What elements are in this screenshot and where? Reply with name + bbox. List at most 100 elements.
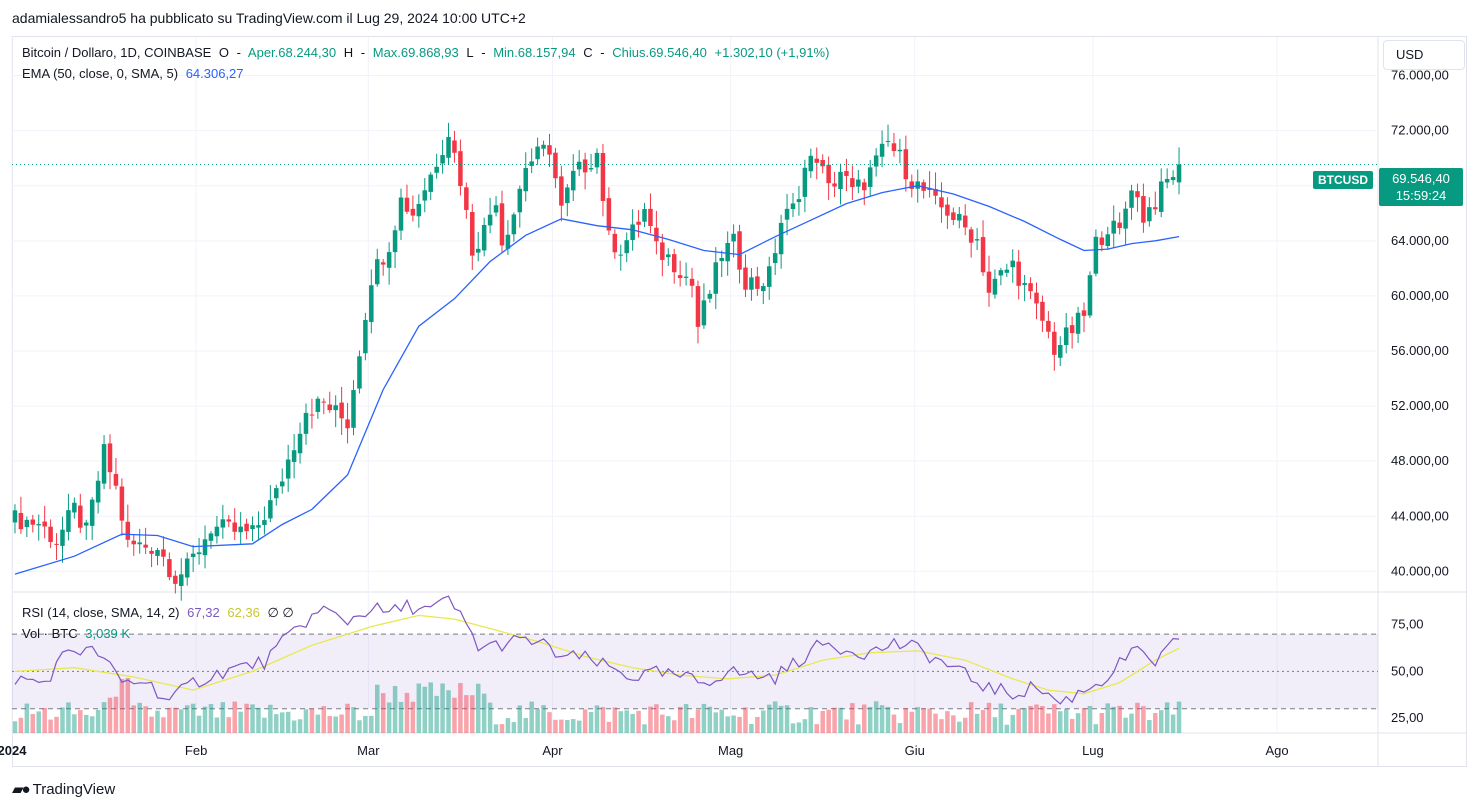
candle: [113, 473, 119, 486]
volume-bar: [897, 723, 903, 733]
legend-low-label: L: [466, 45, 474, 60]
candle: [624, 240, 629, 254]
volume-bar: [1081, 708, 1087, 733]
time-tick-label: Lug: [1082, 743, 1104, 758]
volume-bar: [12, 721, 18, 733]
volume-bar: [262, 717, 267, 733]
candle: [856, 179, 861, 187]
candle: [1075, 312, 1081, 334]
volume-bar: [285, 711, 291, 733]
volume-bar: [131, 705, 137, 733]
volume-bar: [1057, 711, 1063, 733]
candle: [89, 499, 95, 526]
volume-bar: [1004, 724, 1010, 733]
candle: [707, 293, 713, 299]
published-by-line: adamialessandro5 ha pubblicato su Tradin…: [12, 10, 526, 26]
candle: [481, 224, 487, 251]
price-tick-label: 48.000,00: [1391, 453, 1449, 468]
rsi-tick-label: 50,00: [1391, 663, 1424, 678]
volume-bar: [1135, 702, 1140, 733]
candle: [671, 254, 677, 273]
candle: [695, 286, 701, 327]
candle: [648, 208, 653, 227]
rsi-value: 67,32: [187, 605, 220, 620]
candle: [731, 233, 736, 242]
volume-bar: [666, 716, 671, 733]
volume-bar: [452, 697, 457, 733]
rsi-band-fill: [12, 634, 1378, 709]
volume-bar: [101, 702, 107, 733]
tradingview-logo[interactable]: ▰● TradingView: [12, 780, 115, 799]
candle: [36, 524, 41, 526]
volume-bar: [78, 710, 83, 733]
candle: [1111, 220, 1116, 234]
candle: [802, 167, 808, 197]
candle: [1063, 327, 1069, 346]
volume-legend[interactable]: Vol · BTC 3,039 K: [22, 626, 134, 641]
legend-open-label: O: [218, 45, 230, 60]
volume-bar: [820, 710, 825, 733]
time-tick-label: Giu: [905, 743, 925, 758]
volume-bar: [1028, 706, 1033, 733]
time-tick-label: Apr: [542, 743, 563, 758]
last-price-tag: 69.546,40 15:59:24: [1379, 168, 1463, 206]
tradingview-logo-icon: ▰●: [12, 781, 31, 798]
symbol-tag: BTCUSD: [1313, 171, 1373, 189]
candle: [867, 167, 873, 187]
candle: [844, 171, 849, 176]
volume-bar: [345, 703, 350, 733]
volume-bar: [1063, 708, 1069, 733]
candle: [220, 519, 226, 528]
volume-bar: [184, 705, 190, 733]
volume-bar: [274, 714, 279, 733]
candle: [897, 149, 903, 152]
rsi-legend[interactable]: RSI (14, close, SMA, 14, 2) 67,32 62,36 …: [22, 605, 298, 621]
volume-bar: [1111, 706, 1116, 733]
candle: [980, 237, 986, 273]
candle: [1022, 283, 1027, 285]
candle: [968, 229, 974, 243]
candle: [1135, 191, 1140, 198]
candle: [891, 143, 897, 152]
candle: [339, 402, 344, 419]
volume-bar: [1022, 708, 1027, 733]
volume-bar: [297, 719, 303, 733]
rsi-extra: ∅ ∅: [267, 605, 294, 620]
candle: [386, 252, 392, 268]
candle: [392, 230, 398, 253]
volume-bar: [725, 716, 730, 733]
volume-bar: [565, 719, 570, 733]
legend-high-label: H: [343, 45, 354, 60]
candle: [594, 152, 600, 168]
volume-bar: [1052, 704, 1057, 733]
volume-bar: [18, 717, 24, 733]
volume-bar: [1075, 713, 1081, 733]
candle: [796, 199, 802, 203]
candle: [202, 539, 208, 556]
volume-bar: [1099, 713, 1105, 733]
currency-button[interactable]: USD: [1383, 40, 1465, 70]
ema-legend[interactable]: EMA (50, close, 0, SMA, 5) 64.306,27: [22, 66, 248, 81]
candle: [18, 512, 24, 530]
volume-bar: [137, 702, 142, 733]
volume-bar: [796, 722, 802, 733]
volume-bar: [1158, 710, 1164, 733]
candle: [107, 443, 113, 473]
candle: [862, 182, 867, 191]
volume-bar: [951, 715, 956, 733]
candle: [1123, 208, 1128, 229]
candle: [137, 542, 142, 545]
rsi-line: [14, 595, 1180, 705]
candle: [1010, 260, 1016, 268]
price-tick-label: 64.000,00: [1391, 233, 1449, 248]
candle: [1105, 234, 1111, 247]
candle: [446, 137, 451, 158]
volume-bar: [933, 713, 938, 733]
volume-bar: [576, 720, 582, 733]
price-tick-label: 76.000,00: [1391, 68, 1449, 83]
volume-bar: [369, 715, 374, 733]
candle: [951, 212, 956, 220]
volume-bar: [380, 693, 386, 733]
legend-symbol[interactable]: Bitcoin / Dollaro, 1D, COINBASE: [22, 45, 212, 60]
